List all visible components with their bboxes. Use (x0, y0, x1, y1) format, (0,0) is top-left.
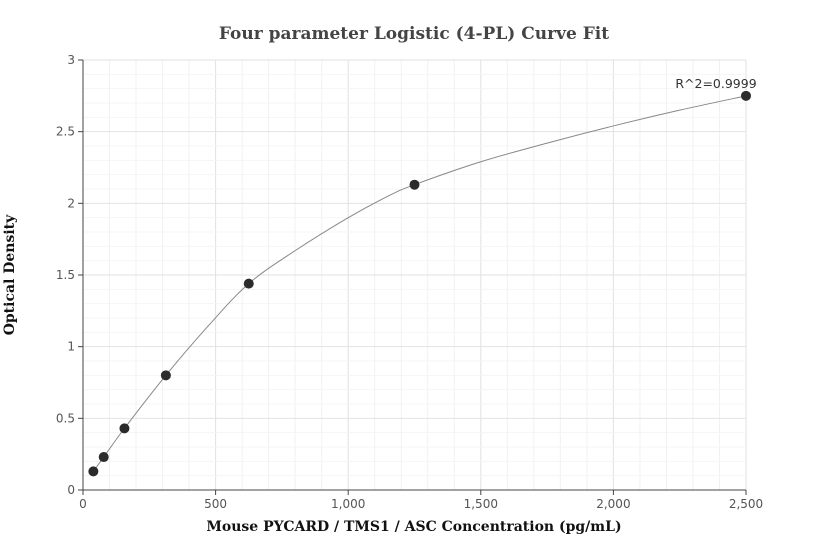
y-tick-label: 0 (67, 483, 75, 497)
x-tick-label: 2,000 (596, 497, 630, 511)
data-point (243, 278, 254, 289)
data-point (98, 452, 109, 463)
data-point (409, 179, 420, 190)
y-axis-title: Optical Density (2, 214, 18, 335)
data-point (88, 466, 99, 477)
y-tick-label: 2.5 (56, 125, 75, 139)
x-tick-label: 1,000 (331, 497, 365, 511)
x-tick-label: 2,500 (729, 497, 763, 511)
y-tick-label: 3 (67, 53, 75, 67)
x-tick-label: 0 (79, 497, 87, 511)
x-axis-ticks: 0 500 1,000 1,500 2,000 2,500 (79, 490, 763, 511)
y-tick-label: 2 (67, 196, 75, 210)
x-axis-title: Mouse PYCARD / TMS1 / ASC Concentration … (206, 519, 621, 535)
data-point (741, 90, 751, 101)
data-point (160, 370, 171, 381)
y-tick-label: 1.5 (56, 268, 75, 282)
y-tick-label: 0.5 (56, 411, 75, 425)
data-points (88, 90, 751, 477)
data-point (119, 423, 130, 434)
chart-title: Four parameter Logistic (4-PL) Curve Fit (219, 24, 609, 44)
y-axis-ticks: 0 0.5 1 1.5 2 2.5 3 (56, 53, 83, 497)
grid-lines (82, 59, 747, 491)
r-squared-annotation: R^2=0.9999 (675, 76, 756, 91)
fit-curve (92, 95, 747, 472)
x-tick-label: 500 (204, 497, 227, 511)
y-tick-label: 1 (67, 340, 75, 354)
x-tick-label: 1,500 (464, 497, 498, 511)
